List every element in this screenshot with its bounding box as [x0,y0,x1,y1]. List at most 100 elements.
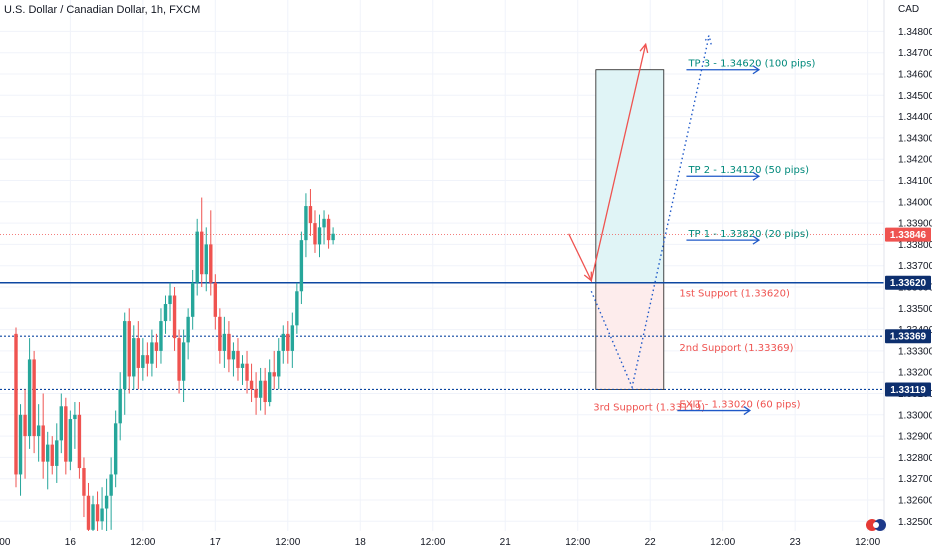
annotation-label: 2nd Support (1.33369) [679,343,793,354]
tradingview-logo-icon [866,519,886,531]
candle-body [281,333,285,351]
candle-body [159,321,163,351]
x-tick-label: 16 [65,537,77,548]
candle-body [231,350,236,360]
candle-body [317,227,322,245]
arrow-right-icon [752,235,761,245]
time-axis-bg [0,531,932,550]
y-tick-label: 1.32800 [898,453,932,464]
y-tick-label: 1.33200 [898,368,932,379]
y-tick-label: 1.33700 [898,261,932,272]
x-tick-label: 12:00 [855,537,880,548]
candle-body [258,380,263,398]
candle-body [290,325,295,351]
x-tick-label: 12:00 [565,537,590,548]
price-badge [885,382,931,397]
target-zone [595,69,665,284]
y-tick-label: 1.34500 [898,91,932,102]
candle-body [59,406,63,441]
candle-body [195,231,199,283]
annotation-label: EXIT - 1.33020 (60 pips) [679,400,800,411]
arrow-right-icon [743,405,752,416]
y-tick-label: 1.34100 [898,176,932,187]
price-badge [885,227,931,242]
price-badges: 1.33846 1.33620 1.33369 1.33119 [885,227,931,397]
candle-body [245,363,249,381]
candle-body [277,350,281,377]
candle-body [263,380,267,403]
candle-body [181,342,186,381]
price-badge-label: 1.33369 [890,332,927,343]
y-tick-label: 1.34400 [898,112,932,123]
y-tick-label: 1.34300 [898,133,932,144]
candle-body [286,333,290,351]
candle-body [23,414,27,437]
candle-body [295,291,299,326]
candle-body [32,359,36,437]
x-tick-label: 12:00 [275,537,300,548]
candle-body [218,316,222,351]
position-box [595,69,665,390]
candle-body [154,342,159,351]
level-lines [0,234,884,391]
annotation-label: TP 1 - 1.33820 (20 pips) [687,229,809,240]
candle-body [331,233,335,241]
x-tick-label: 18 [355,537,367,548]
time-axis[interactable]: 12:00 16 12:00 17 12:00 18 12:00 21 12:00 22 12:00… [0,537,881,548]
currency-label: CAD [898,4,919,15]
y-tick-label: 1.34700 [898,48,932,59]
y-tick-label: 1.33500 [898,304,932,315]
candle-body [240,363,245,368]
candle-body [95,504,100,522]
annotation-label: TP 3 - 1.34620 (100 pips) [687,59,815,70]
candle-body [254,389,258,398]
candle-body [272,372,276,377]
candle-body [104,495,109,509]
candle-body [118,389,122,424]
annotations: TP 3 - 1.34620 (100 pips) TP 2 - 1.34120 … [593,59,815,416]
candle-body [236,350,240,368]
price-badge [885,275,931,290]
candle-body [86,495,91,530]
x-tick-label: 12:00 [710,537,735,548]
x-tick-label: 12:00 [0,537,11,548]
arrow-right-icon [752,65,761,75]
price-badge-label: 1.33620 [890,278,927,289]
candle-body [18,414,23,475]
candle-body [50,444,54,466]
candle-body [91,504,95,530]
projection-path-dotted [590,35,710,390]
candle-body [227,333,231,360]
candle-body [209,244,213,283]
candle-body [113,423,118,475]
x-tick-label: 21 [500,537,512,548]
candle-body [132,338,136,377]
candle-body [299,240,304,292]
candle-body [213,282,218,317]
candle-body [123,321,127,390]
y-tick-label: 1.34600 [898,70,932,81]
candle-body [190,282,195,317]
candle-body [145,355,150,364]
y-tick-label: 1.34800 [898,27,932,38]
candle-body [308,206,313,224]
annotation-label: 1st Support (1.33620) [679,289,790,300]
candle-body [168,295,172,305]
x-tick-label: 12:00 [420,537,445,548]
candle-body [36,425,41,437]
price-badge [885,329,931,344]
arrowhead-icon [583,271,592,282]
y-tick-label: 1.34200 [898,155,932,166]
candle-body [64,406,68,462]
candle-body [82,468,86,496]
candle-body [326,218,331,241]
candle-body [200,231,204,275]
y-tick-label: 1.34000 [898,197,932,208]
candle-body [313,223,317,245]
arrowhead-icon [639,42,649,54]
y-tick-label: 1.32900 [898,432,932,443]
price-badge-label: 1.33846 [890,230,927,241]
grid [0,0,884,531]
y-tick-label: 1.32600 [898,496,932,507]
